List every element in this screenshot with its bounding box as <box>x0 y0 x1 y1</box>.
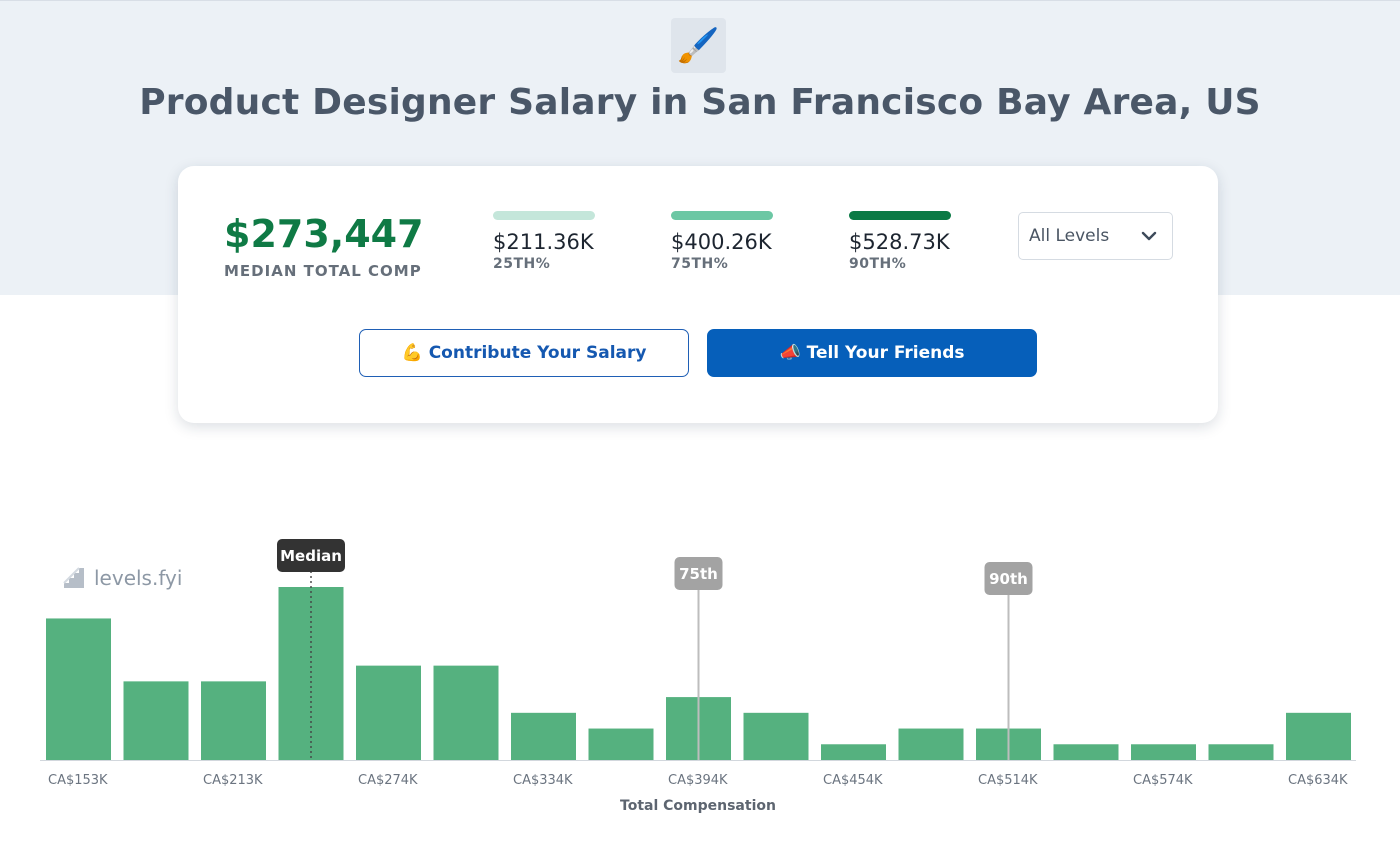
percentile-75: $400.26K 75TH% <box>671 211 773 272</box>
x-tick-label: CA$454K <box>823 773 883 788</box>
histogram-bar <box>1053 744 1119 760</box>
salary-summary-card: $273,447 MEDIAN TOTAL COMP $211.36K 25TH… <box>178 166 1218 423</box>
paintbrush-icon: 🖌️ <box>671 18 726 73</box>
percentile-25-value: $211.36K <box>493 230 594 254</box>
histogram-bar <box>1286 712 1351 760</box>
median-value: $273,447 <box>224 212 424 256</box>
histogram-bar <box>898 728 964 760</box>
histogram-bar <box>511 712 576 760</box>
percentile-90-label: 90TH% <box>849 256 907 272</box>
median-label: MEDIAN TOTAL COMP <box>224 262 422 280</box>
tell-friends-label: Tell Your Friends <box>806 343 965 363</box>
histogram-bar <box>123 681 189 760</box>
histogram-bar <box>201 681 266 760</box>
percentile-90-bar <box>849 211 951 220</box>
median-marker-label: Median <box>280 547 342 565</box>
percentile-25-bar <box>493 211 595 220</box>
percentile-90: $528.73K 90TH% <box>849 211 951 272</box>
contribute-salary-label: Contribute Your Salary <box>428 343 647 363</box>
histogram-bar <box>433 665 499 760</box>
percentile-75-value: $400.26K <box>671 230 772 254</box>
histogram-bar <box>356 665 421 760</box>
levels-logo-icon <box>63 567 84 588</box>
x-tick-label: CA$634K <box>1288 773 1348 788</box>
histogram-bar <box>821 744 886 760</box>
levels-fyi-watermark: levels.fyi <box>62 566 182 590</box>
contribute-salary-button[interactable]: 💪 Contribute Your Salary <box>359 329 689 377</box>
percentile-25: $211.36K 25TH% <box>493 211 595 272</box>
x-axis-label: Total Compensation <box>620 798 776 814</box>
x-tick-label: CA$213K <box>203 773 263 788</box>
percentile-75-bar <box>671 211 773 220</box>
percentile-75-label: 75TH% <box>671 256 729 272</box>
histogram-bar <box>46 618 111 760</box>
percentile-marker-label: 75th <box>679 565 718 583</box>
page-title: Product Designer Salary in San Francisco… <box>139 82 1261 123</box>
x-tick-label: CA$153K <box>48 773 108 788</box>
histogram-bar <box>1131 744 1196 760</box>
percentile-90-value: $528.73K <box>849 230 950 254</box>
watermark-text: levels.fyi <box>94 566 183 590</box>
histogram-bar <box>1208 744 1274 760</box>
percentile-25-label: 25TH% <box>493 256 551 272</box>
x-tick-label: CA$574K <box>1133 773 1193 788</box>
compensation-histogram: CA$153K CA$213K CA$274K CA$334K CA$394K CA$45… <box>40 539 1356 814</box>
percentile-marker-label-box <box>984 562 1033 595</box>
percentile-marker-label-box <box>674 557 723 590</box>
histogram-bar <box>588 728 654 760</box>
tell-friends-button[interactable]: 📣 Tell Your Friends <box>707 329 1037 377</box>
chevron-down-icon <box>1138 225 1160 252</box>
level-select[interactable]: All Levels <box>1018 212 1173 260</box>
megaphone-icon: 📣 <box>779 343 801 363</box>
histogram-bar <box>743 712 809 760</box>
x-tick-label: CA$394K <box>668 773 728 788</box>
x-tick-label: CA$334K <box>513 773 573 788</box>
level-select-value: All Levels <box>1029 226 1110 246</box>
x-tick-label: CA$274K <box>358 773 418 788</box>
x-tick-label: CA$514K <box>978 773 1038 788</box>
percentile-marker-label: 90th <box>989 570 1028 588</box>
flexed-biceps-icon: 💪 <box>401 343 423 363</box>
median-marker-label-box <box>277 539 345 572</box>
